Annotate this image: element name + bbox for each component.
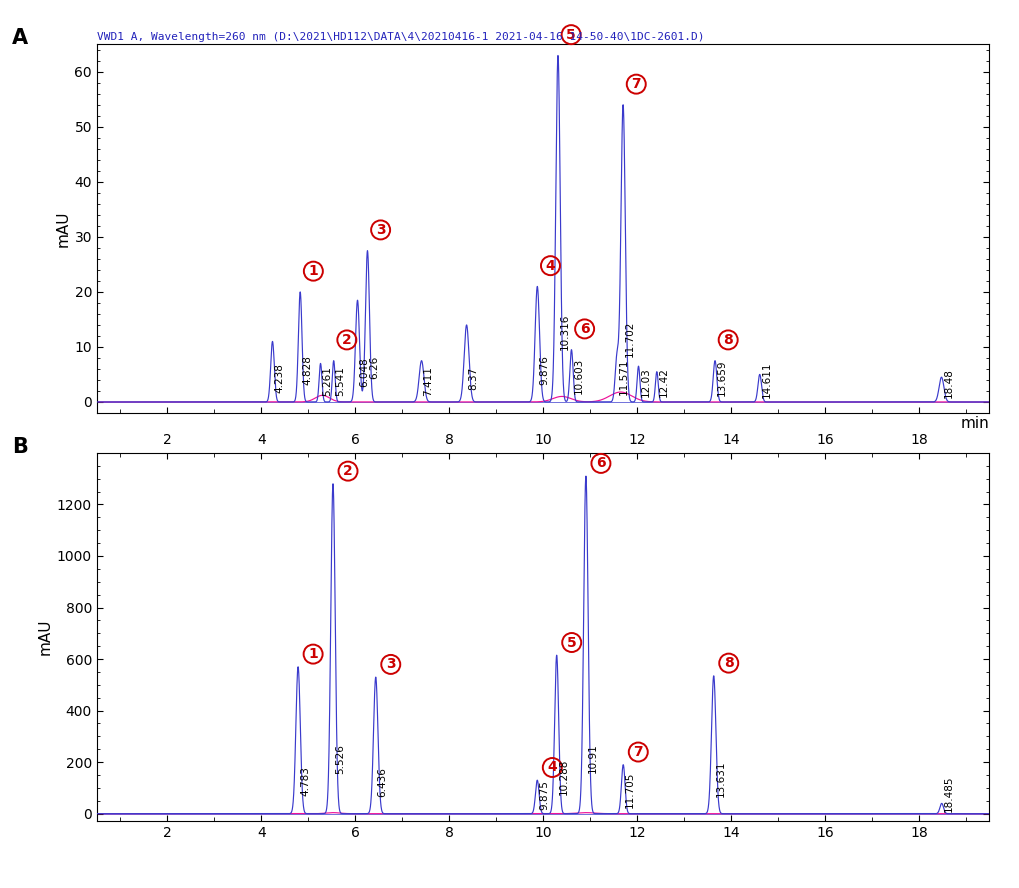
Text: B: B: [12, 437, 29, 457]
Text: 4.783: 4.783: [300, 766, 310, 796]
Text: 10.316: 10.316: [559, 313, 570, 350]
Text: 4: 4: [257, 433, 265, 448]
Text: 10.288: 10.288: [558, 758, 568, 795]
Text: 6: 6: [595, 456, 605, 471]
Text: 11.705: 11.705: [625, 772, 635, 808]
Text: 11.702: 11.702: [625, 321, 635, 357]
Text: 6.436: 6.436: [377, 767, 387, 797]
Text: 16: 16: [815, 433, 834, 448]
Text: 3: 3: [385, 657, 395, 671]
Text: 7.411: 7.411: [423, 366, 433, 396]
Text: 1: 1: [308, 264, 318, 278]
Text: 6.048: 6.048: [359, 357, 369, 386]
Text: 3: 3: [375, 223, 385, 237]
Text: VWD1 A, Wavelength=260 nm (D:\2021\HD112\DATA\4\20210416-1 2021-04-16 14-50-40\1: VWD1 A, Wavelength=260 nm (D:\2021\HD112…: [97, 32, 704, 43]
Text: 5.526: 5.526: [334, 744, 344, 774]
Text: 6.26: 6.26: [369, 356, 379, 379]
Y-axis label: mAU: mAU: [38, 619, 53, 655]
Text: 6: 6: [579, 322, 589, 336]
Text: 10.603: 10.603: [573, 358, 583, 394]
Text: 2: 2: [341, 333, 352, 347]
Text: 12.42: 12.42: [658, 368, 668, 398]
Text: 18: 18: [909, 433, 927, 448]
Text: 10: 10: [534, 433, 551, 448]
Text: 4: 4: [547, 760, 556, 774]
Text: 5: 5: [567, 636, 576, 649]
Text: 10.91: 10.91: [587, 743, 597, 773]
Text: 13.631: 13.631: [715, 761, 725, 797]
Text: min: min: [960, 416, 988, 431]
Text: 1: 1: [308, 647, 318, 661]
Text: 4.828: 4.828: [302, 355, 312, 385]
Y-axis label: mAU: mAU: [55, 210, 70, 247]
Text: A: A: [12, 28, 29, 49]
Text: 7: 7: [633, 745, 642, 759]
Text: 8: 8: [444, 433, 453, 448]
Text: 13.659: 13.659: [716, 360, 727, 396]
Text: 18.485: 18.485: [943, 776, 953, 813]
Text: 11.571: 11.571: [619, 359, 628, 395]
Text: 5.541: 5.541: [335, 366, 345, 396]
Text: 5: 5: [566, 28, 576, 42]
Text: 9.876: 9.876: [539, 354, 548, 385]
Text: 9.875: 9.875: [539, 780, 548, 810]
Text: 8: 8: [722, 333, 733, 347]
Text: 4.238: 4.238: [274, 363, 284, 392]
Text: 5.261: 5.261: [322, 366, 332, 396]
Text: 12.03: 12.03: [640, 367, 650, 397]
Text: 14: 14: [721, 433, 739, 448]
Text: 2: 2: [163, 433, 171, 448]
Text: 8.37: 8.37: [468, 367, 478, 391]
Text: 4: 4: [545, 258, 554, 273]
Text: 8: 8: [723, 656, 733, 670]
Text: 14.611: 14.611: [761, 361, 770, 398]
Text: 2: 2: [342, 464, 353, 478]
Text: 6: 6: [351, 433, 360, 448]
Text: 18.48: 18.48: [943, 369, 953, 398]
Text: 12: 12: [628, 433, 645, 448]
Text: 7: 7: [631, 77, 640, 91]
